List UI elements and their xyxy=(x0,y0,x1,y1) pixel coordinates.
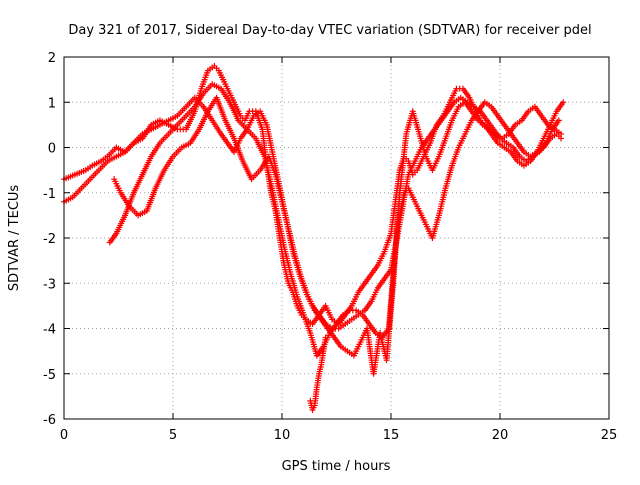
x-axis-label: GPS time / hours xyxy=(282,459,391,474)
y-tick-label: 0 xyxy=(48,142,56,157)
y-tick-label: -5 xyxy=(43,368,56,383)
x-tick-label: 10 xyxy=(274,428,291,443)
data-points xyxy=(61,63,567,413)
y-tick-label: -4 xyxy=(43,323,56,338)
series-track-3 xyxy=(106,81,562,359)
series-track-4 xyxy=(111,94,567,377)
axis-ticks: 0 5 10 15 20 25 -6 -5 -4 -3 -2 -1 0 1 2 xyxy=(43,51,617,443)
y-tick-label: 1 xyxy=(48,96,56,111)
x-tick-label: 0 xyxy=(60,428,68,443)
chart-title: Day 321 of 2017, Sidereal Day-to-day VTE… xyxy=(68,23,591,38)
x-tick-label: 25 xyxy=(601,428,618,443)
y-tick-label: -6 xyxy=(43,413,56,428)
x-tick-label: 20 xyxy=(492,428,509,443)
series-track-5 xyxy=(307,334,329,413)
data-point xyxy=(558,135,565,142)
y-tick-label: -3 xyxy=(43,277,56,292)
y-tick-label: 2 xyxy=(48,51,56,66)
y-axis-label: SDTVAR / TECUs xyxy=(7,185,22,292)
x-tick-label: 5 xyxy=(169,428,177,443)
y-tick-label: -1 xyxy=(43,187,56,202)
data-point xyxy=(555,117,562,124)
x-tick-label: 15 xyxy=(383,428,400,443)
data-point xyxy=(560,99,567,106)
data-point xyxy=(322,334,329,341)
y-tick-label: -2 xyxy=(43,232,56,247)
